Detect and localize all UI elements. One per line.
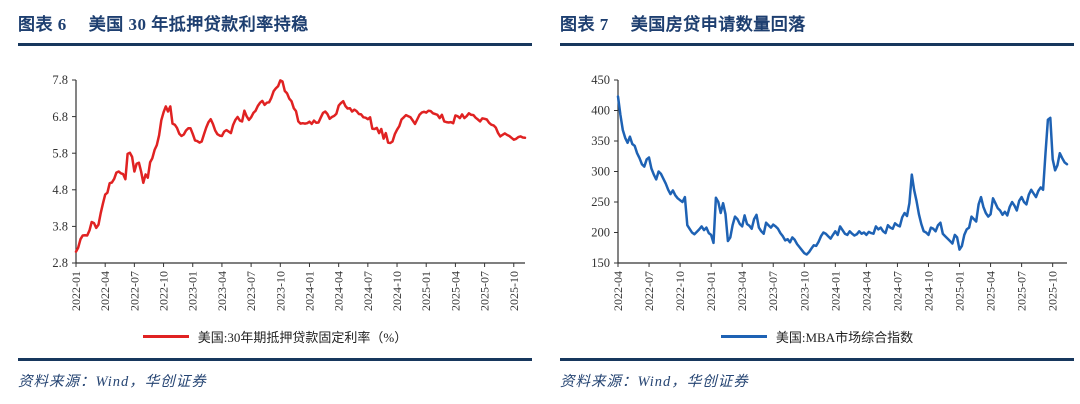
svg-text:2022-04: 2022-04	[611, 271, 625, 311]
svg-text:150: 150	[591, 256, 610, 270]
svg-text:350: 350	[591, 134, 610, 148]
source-note: 资料来源：Wind，华创证券	[560, 373, 749, 390]
svg-text:7.8: 7.8	[52, 73, 68, 87]
svg-text:2025-04: 2025-04	[984, 271, 998, 311]
svg-text:2023-01: 2023-01	[186, 271, 200, 311]
svg-text:2024-01: 2024-01	[828, 271, 842, 311]
svg-text:2022-01: 2022-01	[69, 271, 83, 311]
svg-text:2025-10: 2025-10	[1046, 271, 1060, 311]
svg-text:2022-10: 2022-10	[157, 271, 171, 311]
legend-mba-index: 美国:MBA市场综合指数	[560, 326, 1074, 346]
svg-text:2022-07: 2022-07	[642, 271, 656, 311]
svg-text:2025-10: 2025-10	[507, 271, 521, 311]
svg-text:2024-04: 2024-04	[332, 271, 346, 311]
svg-text:2024-10: 2024-10	[921, 271, 935, 311]
svg-text:3.8: 3.8	[52, 220, 68, 234]
svg-text:2024-07: 2024-07	[890, 271, 904, 311]
svg-text:2025-07: 2025-07	[1015, 271, 1029, 311]
source-note: 资料来源：Wind，华创证券	[18, 373, 207, 390]
svg-text:2023-10: 2023-10	[273, 271, 287, 311]
svg-text:2024-04: 2024-04	[859, 271, 873, 311]
title-underline	[560, 43, 1074, 46]
svg-text:2.8: 2.8	[52, 256, 68, 270]
title-underline	[18, 43, 532, 46]
svg-text:2024-10: 2024-10	[390, 271, 404, 311]
svg-text:2022-10: 2022-10	[673, 271, 687, 311]
legend-line-red	[142, 334, 189, 338]
svg-text:200: 200	[591, 226, 610, 240]
figure-7-label: 图表 7	[560, 15, 609, 34]
svg-text:2023-01: 2023-01	[704, 271, 718, 311]
legend-line-blue	[720, 334, 767, 338]
svg-text:300: 300	[591, 165, 610, 179]
svg-text:2023-04: 2023-04	[735, 271, 749, 311]
mortgage-rate-chart: 2.8 3.8 4.8 5.8 6.8 7.8 2022-01 2022-04 2022-07 2…	[52, 73, 527, 311]
svg-text:400: 400	[591, 104, 610, 118]
svg-text:2024-07: 2024-07	[361, 271, 375, 311]
figure-7-title: 图表 7 美国房贷申请数量回落	[560, 6, 1074, 36]
svg-text:2025-04: 2025-04	[448, 271, 462, 311]
svg-text:2023-07: 2023-07	[766, 271, 780, 311]
footer-rule	[560, 358, 1074, 361]
mba-index-chart: 150 200 250 300 350 400 450 2022-04 2022-07 2022-…	[591, 73, 1069, 311]
svg-text:2025-07: 2025-07	[478, 271, 492, 311]
svg-text:250: 250	[591, 195, 610, 209]
figure-6-title-text: 美国 30 年抵押贷款利率持稳	[88, 15, 309, 34]
figure-6-label: 图表 6	[18, 15, 67, 34]
svg-text:450: 450	[591, 73, 610, 87]
figure-6-title: 图表 6 美国 30 年抵押贷款利率持稳	[18, 6, 532, 36]
svg-text:5.8: 5.8	[52, 146, 68, 160]
svg-text:2022-07: 2022-07	[127, 271, 141, 311]
figure-7-title-text: 美国房贷申请数量回落	[630, 15, 806, 34]
svg-text:2025-01: 2025-01	[953, 271, 967, 311]
svg-text:6.8: 6.8	[52, 110, 68, 124]
legend-label: 美国:30年期抵押贷款固定利率（%）	[197, 329, 408, 345]
svg-text:2024-01: 2024-01	[302, 271, 316, 311]
svg-text:4.8: 4.8	[52, 183, 68, 197]
figure-panels: 图表 6 美国 30 年抵押贷款利率持稳 2.8 3.8 4.8 5.8 6.8 7.8 2…	[18, 6, 1074, 391]
figure-6-panel: 图表 6 美国 30 年抵押贷款利率持稳 2.8 3.8 4.8 5.8 6.8 7.8 2…	[18, 6, 532, 391]
svg-text:2022-04: 2022-04	[98, 271, 112, 311]
svg-text:2023-10: 2023-10	[797, 271, 811, 311]
legend-mortgage-rate: 美国:30年期抵押贷款固定利率（%）	[18, 326, 532, 346]
legend-label: 美国:MBA市场综合指数	[775, 329, 914, 345]
figure-7-panel: 图表 7 美国房贷申请数量回落 150 200 250 300 350 400 450 202…	[560, 6, 1074, 391]
svg-text:2023-04: 2023-04	[215, 271, 229, 311]
footer-rule	[18, 358, 532, 361]
svg-text:2025-01: 2025-01	[419, 271, 433, 311]
svg-text:2023-07: 2023-07	[244, 271, 258, 311]
